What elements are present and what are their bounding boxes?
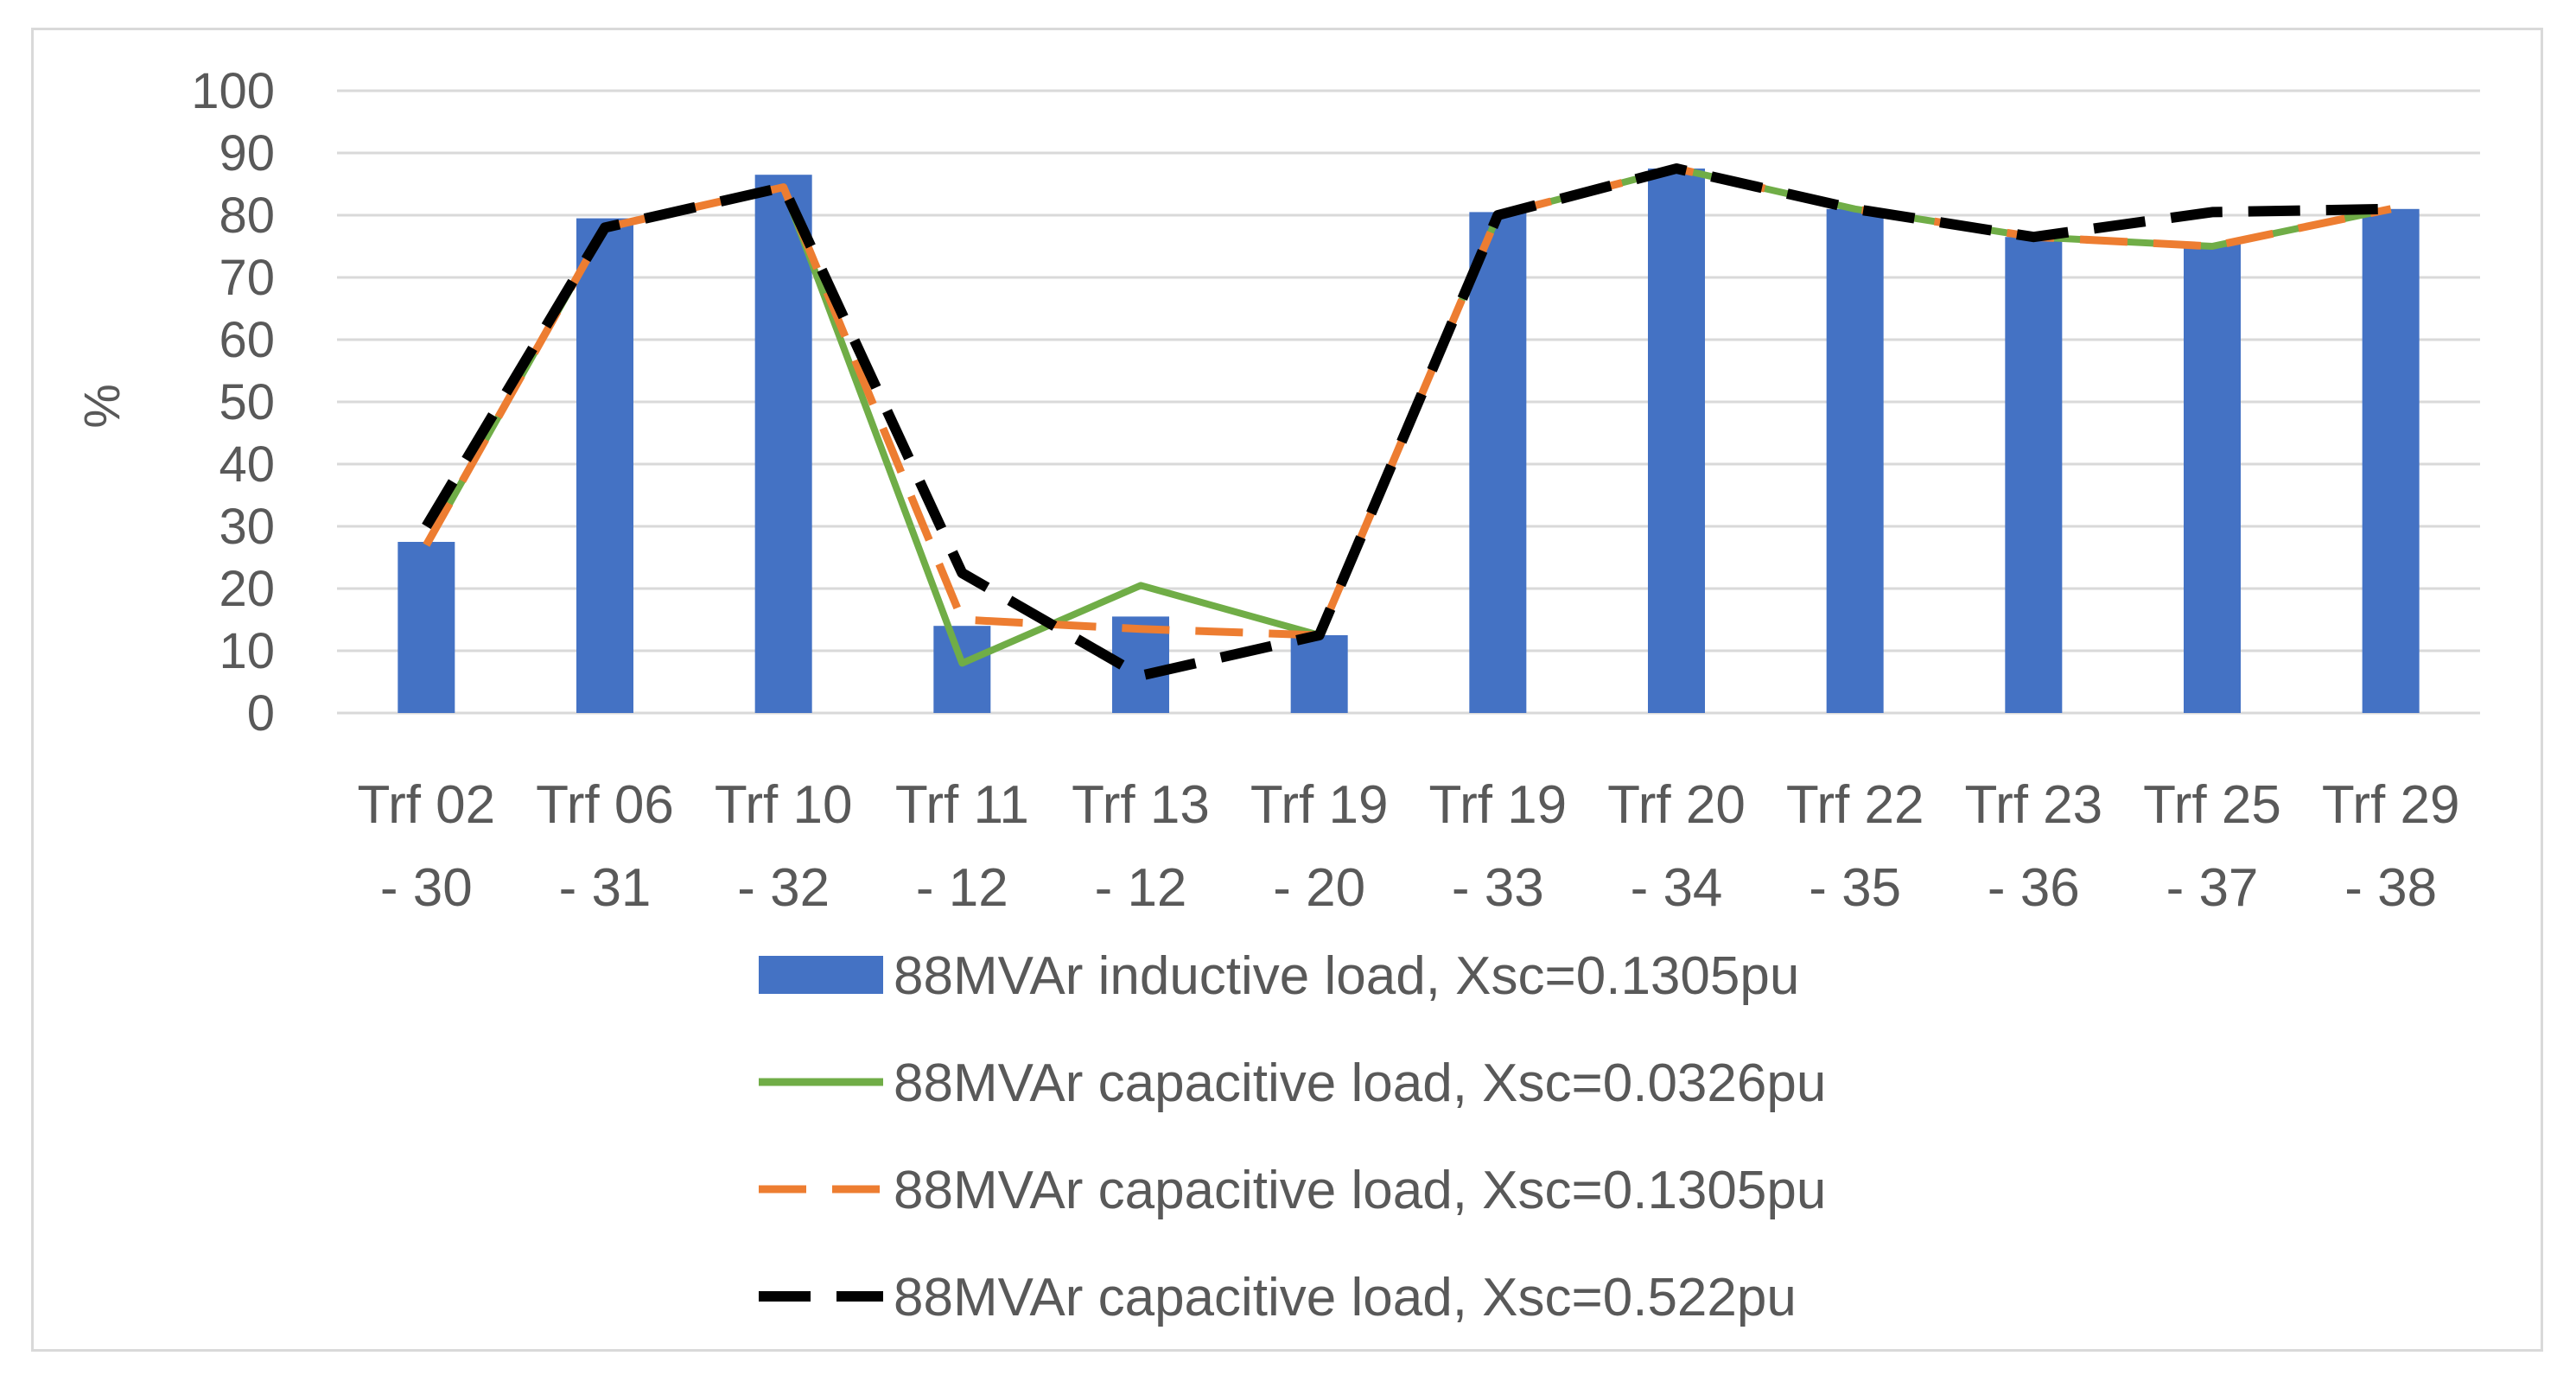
- series-line: [422, 163, 2391, 681]
- bar-series: [398, 169, 2420, 714]
- bar: [1648, 169, 1705, 713]
- y-tick-label: 40: [219, 436, 275, 493]
- y-tick-label: 90: [219, 125, 275, 181]
- y-tick-label: 20: [219, 561, 275, 617]
- y-axis-ticks: 0 10 20 30 40 50 60 70 80 90 100: [191, 63, 275, 742]
- bar: [1826, 208, 1884, 714]
- x-tick-label: - 31: [559, 858, 652, 918]
- x-tick-label: - 20: [1273, 858, 1365, 918]
- x-tick-label: Trf 19: [1429, 775, 1568, 835]
- gridlines: [337, 89, 2480, 715]
- y-tick-label: 30: [219, 499, 275, 555]
- x-tick-label: - 30: [380, 858, 473, 918]
- y-tick-label: 10: [219, 623, 275, 679]
- y-tick-label: 60: [219, 312, 275, 368]
- x-tick-label: - 38: [2344, 858, 2437, 918]
- x-tick-label: - 32: [737, 858, 830, 918]
- legend-label: 88MVAr capacitive load, Xsc=0.1305pu: [894, 1161, 1826, 1220]
- legend-label: 88MVAr capacitive load, Xsc=0.522pu: [894, 1268, 1797, 1327]
- bar: [398, 542, 455, 713]
- y-tick-label: 80: [219, 188, 275, 244]
- x-tick-label: - 12: [916, 858, 1008, 918]
- y-tick-label: 70: [219, 250, 275, 306]
- x-tick-label: Trf 22: [1786, 775, 1924, 835]
- x-axis-ticks: Trf 02 - 30 Trf 06 - 31 Trf 10 - 32 Trf 11 - 12…: [358, 775, 2460, 918]
- legend-key: [759, 956, 883, 994]
- legend: 88MVAr inductive load, Xsc=0.1305pu 88MVA…: [759, 946, 1826, 1327]
- x-tick-label: Trf 23: [1965, 775, 2103, 835]
- legend-label: 88MVAr inductive load, Xsc=0.1305pu: [894, 946, 1799, 1006]
- bar: [1469, 212, 1527, 713]
- x-tick-label: Trf 20: [1607, 775, 1746, 835]
- y-tick-label: 0: [247, 685, 275, 742]
- y-tick-label: 100: [191, 63, 275, 119]
- x-tick-label: Trf 19: [1250, 775, 1389, 835]
- bar: [1290, 635, 1348, 713]
- line-series: [422, 163, 2392, 681]
- x-tick-label: - 12: [1095, 858, 1187, 918]
- x-tick-label: - 33: [1452, 858, 1544, 918]
- x-tick-label: Trf 29: [2322, 775, 2460, 835]
- bar: [2005, 237, 2063, 713]
- y-tick-label: 50: [219, 374, 275, 430]
- x-tick-label: - 35: [1809, 858, 1901, 918]
- legend-label: 88MVAr capacitive load, Xsc=0.0326pu: [894, 1054, 1826, 1113]
- x-tick-label: - 37: [2166, 858, 2259, 918]
- bar: [754, 175, 812, 713]
- x-tick-label: Trf 10: [715, 775, 853, 835]
- x-tick-label: Trf 25: [2143, 775, 2281, 835]
- x-tick-label: - 36: [1988, 858, 2080, 918]
- x-tick-label: Trf 06: [536, 775, 674, 835]
- bar: [2184, 243, 2241, 713]
- bar: [933, 626, 991, 713]
- x-tick-label: Trf 11: [895, 775, 1029, 835]
- x-tick-label: Trf 13: [1072, 775, 1210, 835]
- x-tick-label: Trf 02: [358, 775, 496, 835]
- x-tick-label: - 34: [1631, 858, 1723, 918]
- bar: [576, 218, 633, 714]
- bar: [2362, 208, 2420, 714]
- y-axis-label: %: [74, 384, 130, 429]
